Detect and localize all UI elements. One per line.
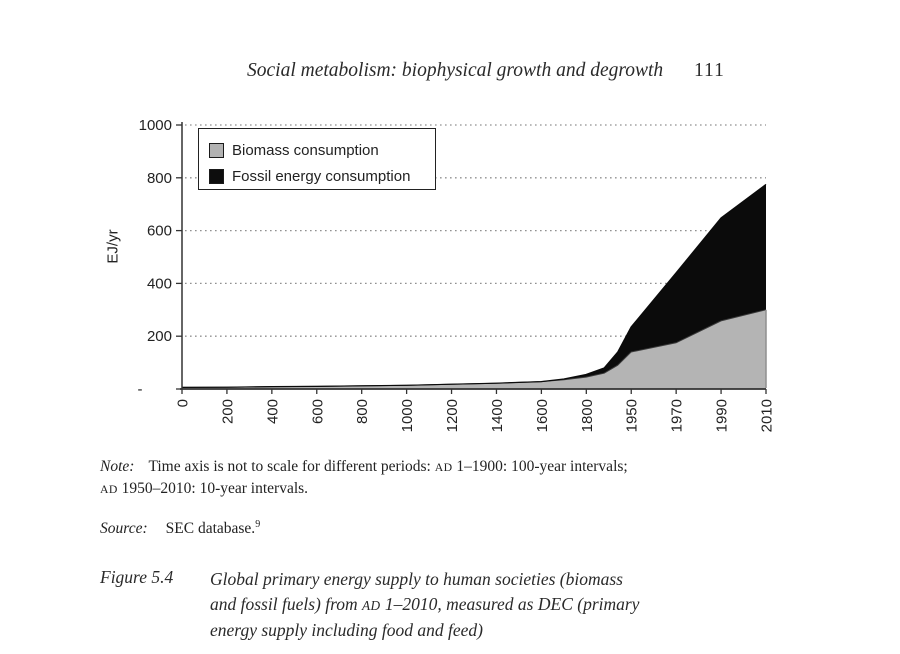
x-tick-label: 1200	[444, 399, 461, 432]
running-header-title: Social metabolism: biophysical growth an…	[247, 60, 664, 81]
x-tick-label: 1990	[714, 399, 731, 432]
x-tick-label: 600	[309, 399, 326, 424]
x-tick-label: 1600	[534, 399, 551, 432]
x-tick-label: 2010	[759, 399, 776, 432]
biomass-swatch-icon	[209, 142, 224, 158]
note-ad-2: AD	[100, 483, 118, 496]
caption-line-2a: and fossil fuels) from	[210, 594, 362, 614]
y-axis-title: EJ/yr	[104, 229, 122, 264]
note-text-2: 1–1900: 100-year intervals;	[452, 458, 628, 475]
y-tick-label: 800	[147, 170, 172, 187]
x-tick-label: 400	[264, 399, 281, 424]
source-text: SEC database.	[165, 520, 256, 538]
legend-item-biomass: Biomass consumption	[209, 137, 435, 163]
legend-label-fossil: Fossil energy consumption	[232, 167, 411, 185]
x-tick-label: 1000	[399, 399, 416, 432]
figure-caption-text: Global primary energy supply to human so…	[210, 567, 770, 643]
page-number: 111	[694, 60, 725, 81]
x-tick-label: 1970	[669, 399, 686, 432]
y-tick-label: 400	[147, 275, 172, 292]
caption-line-1: Global primary energy supply to human so…	[210, 569, 623, 589]
x-tick-label: 1950	[624, 399, 641, 432]
legend-item-fossil: Fossil energy consumption	[209, 163, 435, 189]
x-tick-label: 0	[175, 399, 192, 407]
figure-caption-label: Figure 5.4	[100, 567, 174, 587]
biomass-area	[182, 309, 766, 389]
note-text-1: Time axis is not to scale for different …	[148, 458, 435, 475]
note-ad-1: AD	[434, 461, 453, 474]
y-tick-label: -	[138, 381, 143, 398]
chart-legend: Biomass consumption Fossil energy consum…	[198, 128, 436, 190]
legend-label-biomass: Biomass consumption	[232, 141, 379, 159]
y-tick-label: 1000	[139, 117, 172, 134]
note-label: Note:	[100, 458, 135, 475]
source-label: Source:	[100, 520, 148, 538]
x-tick-label: 200	[219, 399, 236, 424]
caption-ad: AD	[362, 598, 381, 613]
y-tick-label: 600	[147, 223, 172, 240]
caption-line-3: energy supply including food and feed)	[210, 620, 483, 640]
caption-line-2b: 1–2010, measured as DEC (primary	[380, 594, 640, 614]
running-header: Social metabolism: biophysical growth an…	[247, 60, 792, 82]
figure-note: Note: Time axis is not to scale for diffe…	[100, 456, 810, 500]
x-tick-label: 1400	[489, 399, 506, 432]
total-boundary-line	[181, 183, 767, 388]
note-text-3: 1950–2010: 10-year intervals.	[117, 480, 309, 497]
fossil-swatch-icon	[209, 168, 224, 184]
figure-source: Source: SEC database.9	[100, 519, 600, 538]
x-tick-label: 800	[354, 399, 371, 424]
x-tick-label: 1800	[579, 399, 596, 432]
y-tick-label: 200	[147, 328, 172, 345]
source-footnote-mark: 9	[255, 519, 261, 530]
